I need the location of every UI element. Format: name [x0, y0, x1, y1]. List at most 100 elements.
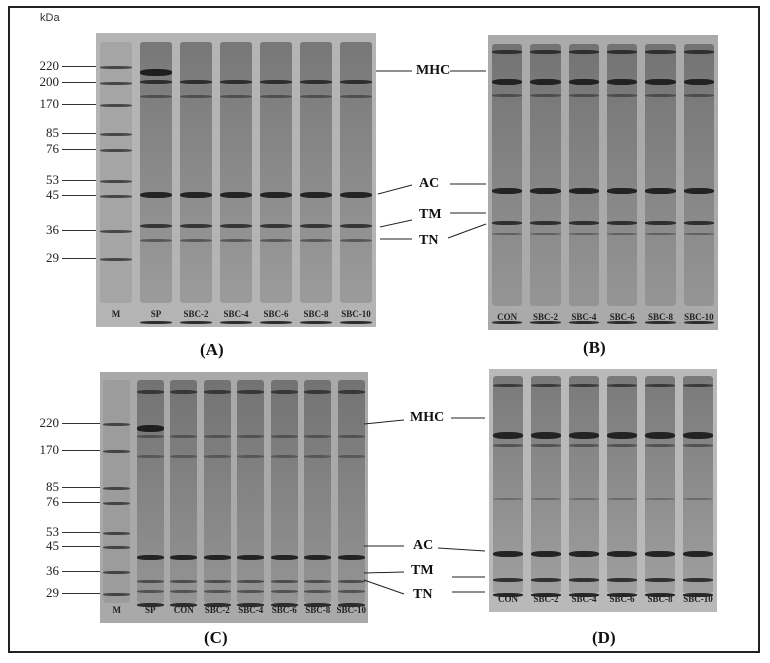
protein-band — [170, 602, 198, 607]
protein-band — [203, 454, 231, 458]
protein-band — [220, 80, 252, 85]
protein-band — [103, 570, 131, 574]
protein-band — [203, 602, 231, 607]
protein-band — [337, 590, 365, 594]
protein-band — [304, 454, 332, 458]
protein-band — [683, 232, 715, 235]
marker-tick — [62, 82, 96, 83]
protein-band — [260, 191, 292, 198]
protein-band — [491, 188, 523, 195]
protein-band — [492, 577, 524, 582]
unit-label: kDa — [40, 12, 60, 24]
protein-band — [140, 68, 172, 76]
protein-band — [530, 79, 561, 86]
protein-band — [568, 49, 600, 54]
protein-band — [103, 486, 131, 490]
protein-band — [136, 434, 164, 438]
marker-weight-label: 170 — [39, 96, 60, 111]
protein-band — [683, 321, 715, 325]
protein-band — [606, 497, 638, 500]
protein-band — [606, 93, 638, 97]
marker-weight-label: 29 — [46, 585, 59, 600]
marker-weight-label: 170 — [39, 442, 60, 457]
lane-sbc-10 — [340, 41, 372, 325]
protein-band — [491, 220, 523, 225]
protein-label-mhc-2: MHC — [410, 410, 445, 425]
protein-band — [170, 454, 198, 458]
marker-weight-label: 220 — [39, 415, 60, 430]
protein-band — [644, 383, 676, 387]
marker-weight-label: 200 — [39, 74, 60, 89]
protein-band — [568, 592, 600, 597]
protein-band — [337, 454, 365, 458]
protein-band — [270, 434, 298, 438]
lane-sbc-4 — [220, 41, 252, 325]
protein-band — [683, 79, 715, 86]
lane-label: SBC-2 — [204, 605, 230, 615]
marker-weight-label: 220 — [39, 58, 60, 73]
protein-band — [100, 132, 132, 136]
protein-band — [170, 580, 198, 584]
lane-sbc-4 — [237, 379, 265, 607]
protein-band — [683, 188, 715, 195]
protein-band — [645, 79, 676, 86]
protein-band — [237, 580, 265, 584]
marker-weight-label: 53 — [46, 172, 59, 187]
lane-labels: CON SBC-2 SBC-4 SBC-6 SBC-8 SBC-10 — [488, 312, 718, 328]
lane-sbc-6 — [606, 43, 638, 325]
lane-label: SBC-4 — [238, 605, 264, 615]
protein-band — [260, 224, 292, 229]
protein-band — [180, 224, 212, 229]
protein-band — [140, 238, 172, 242]
protein-band — [337, 389, 365, 394]
lane-sbc-6 — [260, 41, 292, 325]
protein-band — [203, 555, 231, 561]
protein-band — [203, 389, 231, 394]
protein-band — [491, 49, 523, 54]
lane-label: CON — [498, 594, 518, 604]
marker-tick — [62, 532, 100, 533]
protein-band — [304, 602, 332, 607]
marker-tick — [62, 423, 100, 424]
marker-tick — [62, 133, 96, 134]
marker-tick — [62, 546, 100, 547]
lane-label: SP — [150, 309, 162, 319]
protein-band — [644, 444, 676, 448]
lane-sbc-4 — [568, 43, 600, 325]
protein-band — [606, 592, 638, 597]
protein-band — [606, 188, 638, 195]
protein-band — [136, 424, 164, 432]
protein-band — [100, 229, 132, 233]
protein-band — [103, 449, 131, 453]
protein-band — [568, 321, 600, 325]
protein-label-ac: AC — [419, 176, 440, 191]
protein-band — [645, 220, 676, 225]
marker-tick — [62, 66, 96, 67]
lane-sbc-2 — [180, 41, 212, 325]
protein-band — [530, 551, 562, 558]
lane-sbc-10 — [682, 376, 714, 597]
protein-band — [304, 434, 332, 438]
gel-image-c: M SP CON SBC-2 SBC-4 SBC-6 SBC-8 SBC-10 — [100, 372, 368, 623]
lane-label: SBC-6 — [609, 594, 635, 604]
protein-band — [180, 191, 212, 198]
protein-band — [606, 232, 638, 235]
protein-band — [568, 79, 600, 86]
protein-band — [100, 148, 132, 152]
lane-label: SP — [144, 605, 156, 615]
protein-band — [683, 49, 715, 54]
protein-band — [103, 422, 131, 426]
protein-band — [644, 432, 676, 440]
protein-band — [568, 432, 600, 440]
marker-tick — [62, 258, 96, 259]
protein-band — [682, 497, 714, 500]
protein-band — [530, 93, 561, 97]
lane-label: SBC-6 — [263, 309, 289, 319]
protein-band — [136, 454, 164, 458]
protein-band — [491, 321, 523, 325]
protein-band — [568, 444, 600, 448]
protein-band — [568, 93, 600, 97]
protein-band — [492, 592, 524, 597]
lane-label: SBC-8 — [303, 309, 329, 319]
lane-sbc-8 — [304, 379, 332, 607]
